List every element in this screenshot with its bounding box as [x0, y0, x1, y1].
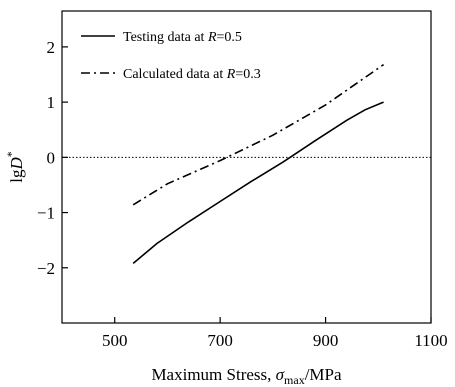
legend-label-2: Calculated data at R=0.3	[123, 67, 261, 82]
legend-label-1: Testing data at R=0.5	[123, 30, 242, 45]
x-axis-title: Maximum Stress, σmax/MPa	[151, 365, 342, 387]
x-tick-label: 1100	[414, 331, 447, 350]
x-tick-label: 900	[313, 331, 339, 350]
x-tick-label: 500	[102, 331, 128, 350]
series-line-2	[132, 63, 385, 206]
series-line-1	[132, 101, 384, 265]
y-tick-label: 1	[47, 93, 56, 112]
y-axis-title: lgD*	[4, 151, 26, 183]
x-tick-label: 700	[207, 331, 233, 350]
y-tick-label: −1	[37, 204, 55, 223]
y-tick-label: 0	[47, 148, 56, 167]
plot-area-frame	[61, 10, 432, 324]
y-tick-label: −2	[37, 259, 55, 278]
y-tick-label: 2	[47, 38, 56, 57]
